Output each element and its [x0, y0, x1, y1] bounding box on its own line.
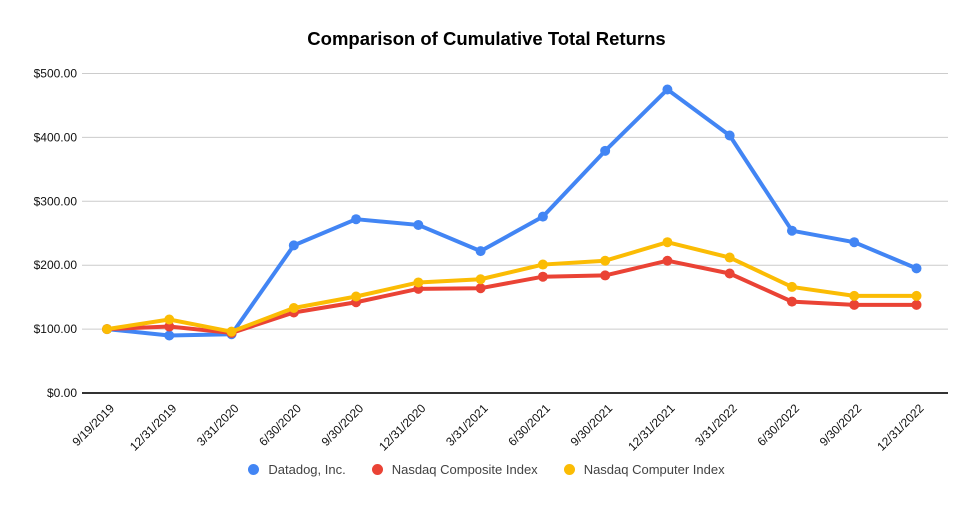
data-point-nasdaq-computer-index[interactable] [413, 277, 424, 288]
data-point-nasdaq-composite-index[interactable] [786, 296, 797, 307]
data-point-datadog-inc[interactable] [351, 214, 362, 225]
series-line-nasdaq-computer-index [105, 240, 919, 334]
data-point-nasdaq-computer-index[interactable] [226, 326, 237, 337]
y-axis-tick-label: $400.00 [34, 130, 78, 144]
y-axis-tick-label: $500.00 [34, 67, 78, 81]
y-axis-tick-label: $300.00 [34, 194, 78, 208]
x-axis-tick-label: 9/19/2019 [69, 401, 117, 449]
chart-legend: Datadog, Inc. Nasdaq Composite Index Nasda… [0, 462, 973, 477]
x-axis-tick-label: 12/31/2019 [127, 401, 180, 454]
legend-label: Datadog, Inc. [268, 462, 346, 477]
data-point-nasdaq-computer-index[interactable] [537, 259, 548, 270]
data-point-nasdaq-composite-index[interactable] [724, 268, 735, 279]
x-axis-tick-label: 6/30/2021 [505, 401, 553, 449]
x-axis-tick-label: 3/31/2022 [692, 401, 740, 449]
y-axis-tick-label: $200.00 [34, 258, 78, 272]
data-point-nasdaq-composite-index[interactable] [600, 270, 611, 281]
data-point-nasdaq-composite-index[interactable] [475, 283, 486, 294]
data-point-nasdaq-composite-index[interactable] [537, 271, 548, 282]
data-point-datadog-inc[interactable] [288, 240, 299, 251]
legend-label: Nasdaq Composite Index [391, 462, 538, 477]
data-point-nasdaq-computer-index[interactable] [351, 291, 362, 302]
x-axis-tick-label: 12/31/2021 [625, 401, 678, 454]
data-point-datadog-inc[interactable] [662, 84, 673, 95]
legend-item-nasdaq-computer-index[interactable]: Nasdaq Computer Index [563, 462, 725, 477]
data-point-nasdaq-composite-index[interactable] [662, 255, 673, 266]
x-axis-tick-label: 6/30/2020 [256, 401, 304, 449]
data-point-nasdaq-computer-index[interactable] [102, 324, 112, 335]
x-axis-tick-label: 6/30/2022 [754, 401, 802, 449]
line-chart-plot-area: $0.00 $100.00 $200.00 $300.00 $400.00 $500.00… [34, 67, 948, 454]
series-line-datadog-inc [105, 87, 919, 338]
data-point-datadog-inc[interactable] [600, 145, 611, 156]
data-point-nasdaq-computer-index[interactable] [288, 303, 299, 314]
data-point-nasdaq-computer-index[interactable] [600, 255, 611, 266]
data-point-nasdaq-composite-index[interactable] [164, 321, 175, 332]
x-axis-tick-label: 12/31/2020 [376, 401, 429, 454]
y-axis-tick-label: $0.00 [47, 386, 77, 400]
data-point-nasdaq-computer-index[interactable] [911, 290, 922, 301]
data-point-datadog-inc[interactable] [413, 219, 424, 230]
data-point-datadog-inc[interactable] [724, 130, 735, 141]
data-point-nasdaq-composite-index[interactable] [849, 299, 860, 310]
legend-dot-nasdaq-computer-index [563, 464, 575, 475]
data-point-nasdaq-computer-index[interactable] [786, 281, 797, 292]
data-point-nasdaq-computer-index[interactable] [849, 290, 860, 301]
x-axis-tick-label: 9/30/2020 [319, 401, 367, 449]
data-point-datadog-inc[interactable] [475, 246, 486, 257]
data-point-nasdaq-computer-index[interactable] [662, 237, 673, 248]
legend-dot-datadog-inc [248, 464, 260, 475]
y-axis-tick-label: $100.00 [34, 322, 78, 336]
legend-item-datadog-inc[interactable]: Datadog, Inc. [248, 462, 346, 477]
legend-label: Nasdaq Computer Index [583, 462, 725, 477]
data-point-datadog-inc[interactable] [537, 211, 548, 222]
legend-dot-nasdaq-composite-index [371, 464, 383, 475]
data-point-nasdaq-composite-index[interactable] [911, 299, 922, 310]
data-point-nasdaq-computer-index[interactable] [164, 314, 175, 325]
x-axis-tick-label: 9/30/2022 [817, 401, 865, 449]
data-point-datadog-inc[interactable] [786, 225, 797, 236]
x-axis-tick-label: 3/31/2021 [443, 401, 491, 449]
x-axis-tick-label: 12/31/2022 [874, 401, 927, 454]
chart-title: Comparison of Cumulative Total Returns [307, 28, 666, 49]
data-point-datadog-inc[interactable] [911, 263, 922, 274]
data-point-nasdaq-computer-index[interactable] [475, 274, 486, 285]
data-point-datadog-inc[interactable] [849, 237, 860, 248]
legend-item-nasdaq-composite-index[interactable]: Nasdaq Composite Index [371, 462, 538, 477]
data-point-nasdaq-computer-index[interactable] [724, 252, 735, 263]
data-point-datadog-inc[interactable] [164, 330, 175, 341]
x-axis-tick-label: 3/31/2020 [194, 401, 242, 449]
x-axis-tick-label: 9/30/2021 [568, 401, 616, 449]
